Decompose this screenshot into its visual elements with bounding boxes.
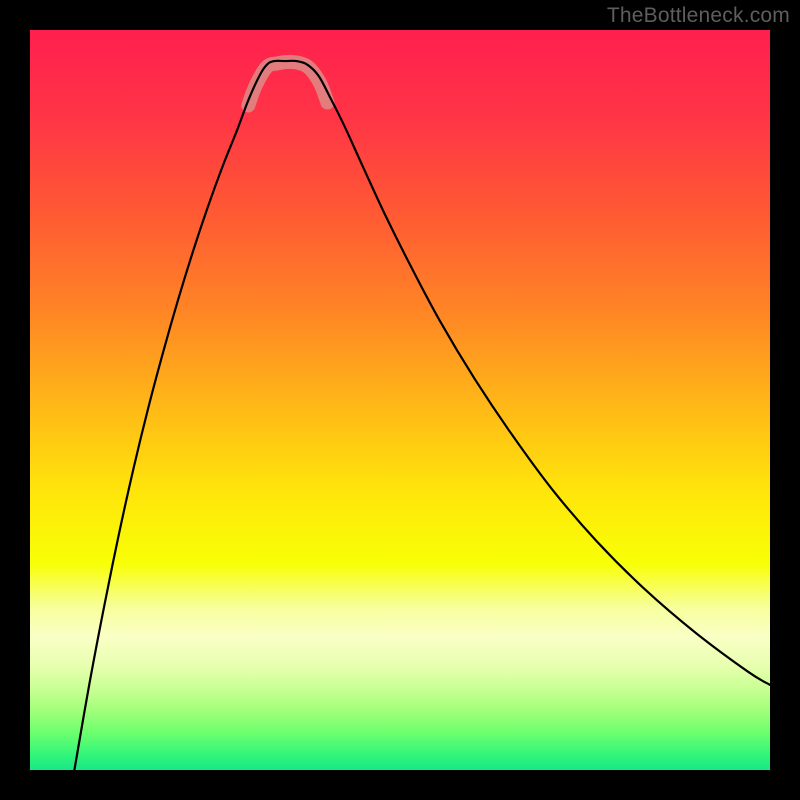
gradient-background: [30, 30, 770, 770]
watermark-text: TheBottleneck.com: [607, 4, 790, 28]
plot-area: [30, 30, 770, 770]
bottleneck-curve-chart: [30, 30, 770, 770]
chart-container: TheBottleneck.com: [0, 0, 800, 800]
